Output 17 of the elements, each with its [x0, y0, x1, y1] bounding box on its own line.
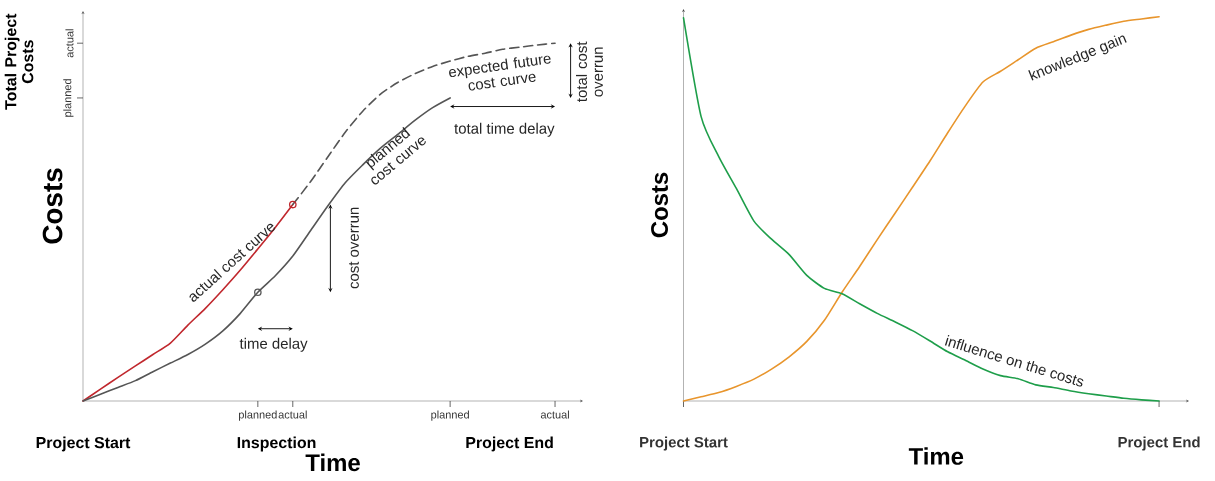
annotation: cost overrun	[349, 207, 359, 289]
annotation: expected future cost curve	[449, 55, 551, 91]
y-axis-title: Costs	[42, 168, 63, 244]
annotation: total time delay	[454, 122, 555, 137]
x-axis-title: Time	[908, 447, 964, 465]
text: planned	[63, 79, 74, 117]
annotation: time delay	[239, 337, 308, 352]
x-tick-label: planned	[431, 410, 469, 421]
y-axis-title: Costs	[651, 172, 668, 238]
text: actual	[65, 29, 74, 58]
x-tick-label: actual	[540, 410, 569, 419]
text: Total Project Costs	[4, 13, 34, 110]
annotation: total cost overrun	[576, 41, 603, 102]
x-axis-title: Time	[305, 453, 360, 472]
x-tick-label: actual	[278, 410, 307, 419]
text: Inspection	[237, 436, 316, 452]
x-tick-label: planned	[239, 410, 277, 421]
